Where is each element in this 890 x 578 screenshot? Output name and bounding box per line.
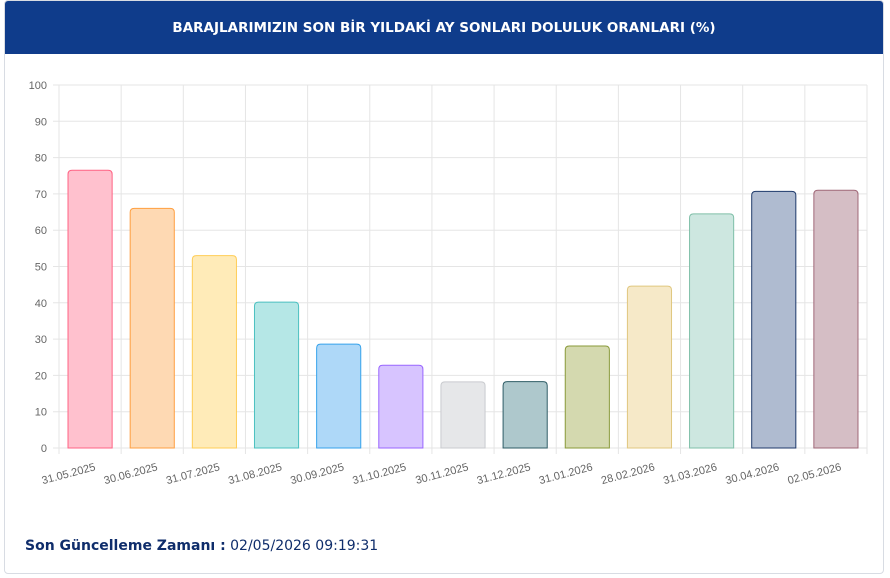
y-tick-label: 70 xyxy=(35,189,47,201)
bar xyxy=(626,285,673,449)
header: BARAJLARIMIZIN SON BİR YILDAKİ AY SONLAR… xyxy=(5,1,883,54)
bar xyxy=(440,381,486,449)
footer: Son Güncelleme Zamanı : 02/05/2026 09:19… xyxy=(25,538,378,554)
x-tick-label: 31.12.2025 xyxy=(476,461,532,487)
update-label: Son Güncelleme Zamanı : xyxy=(25,538,226,554)
x-tick-label: 31.07.2025 xyxy=(165,461,221,487)
y-tick-label: 10 xyxy=(35,407,47,419)
y-tick-label: 30 xyxy=(35,334,47,346)
bar xyxy=(378,364,424,449)
y-tick-label: 60 xyxy=(35,225,47,237)
bar xyxy=(689,213,735,449)
bar xyxy=(502,381,548,449)
x-tick-label: 31.10.2025 xyxy=(351,461,407,487)
y-tick-label: 40 xyxy=(35,298,47,310)
x-tick-label: 30.06.2025 xyxy=(103,461,159,487)
y-tick-label: 90 xyxy=(35,116,47,128)
y-tick-label: 20 xyxy=(35,370,47,382)
x-tick-label: 30.11.2025 xyxy=(414,461,470,487)
x-tick-label: 31.08.2025 xyxy=(227,461,283,487)
bar xyxy=(564,345,610,449)
y-tick-label: 0 xyxy=(41,443,47,455)
x-tick-label: 28.02.2026 xyxy=(600,461,656,487)
bar xyxy=(253,301,300,449)
bar xyxy=(129,207,175,449)
x-tick-label: 31.01.2026 xyxy=(538,461,594,487)
bar xyxy=(813,189,859,449)
bar xyxy=(67,169,113,449)
bar xyxy=(316,343,362,449)
y-tick-label: 80 xyxy=(35,153,47,165)
y-tick-label: 50 xyxy=(35,262,47,274)
chart: 0 10 20 30 40 50 60 70 80 90 100 31.05.2025 30.06.20… xyxy=(29,80,868,487)
title: BARAJLARIMIZIN SON BİR YILDAKİ AY SONLAR… xyxy=(172,19,716,36)
x-tick-label: 30.04.2026 xyxy=(724,461,780,487)
x-tick-label: 30.09.2025 xyxy=(289,461,345,487)
x-tick-label: 31.05.2025 xyxy=(41,461,97,487)
x-tick-label: 31.03.2026 xyxy=(662,461,718,487)
bar xyxy=(751,190,797,449)
card: BARAJLARIMIZIN SON BİR YILDAKİ AY SONLAR… xyxy=(4,0,884,574)
bar xyxy=(191,255,237,449)
x-tick-label: 02.05.2026 xyxy=(786,461,842,487)
y-tick-label: 100 xyxy=(29,80,47,92)
update-value: 02/05/2026 09:19:31 xyxy=(230,538,379,554)
